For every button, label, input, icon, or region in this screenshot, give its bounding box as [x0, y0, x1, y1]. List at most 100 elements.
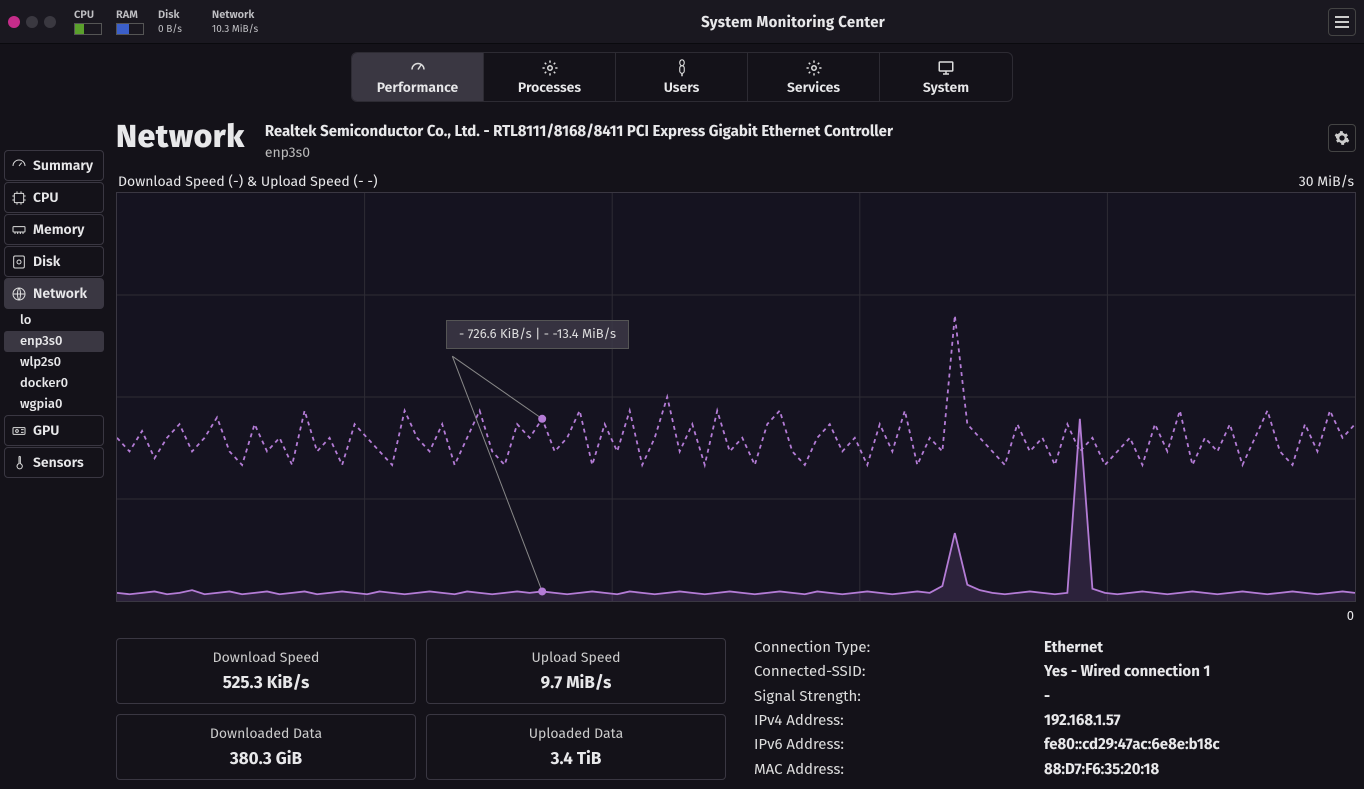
system-icon [937, 59, 955, 77]
meter-ram: RAM [116, 8, 144, 35]
info-key: IPv6 Address: [754, 735, 1044, 755]
meter-disk-value: 0 B/s [158, 23, 182, 35]
disk-icon [11, 254, 27, 270]
stat-value: 3.4 TiB [427, 748, 725, 769]
maximize-icon[interactable] [44, 16, 56, 28]
device-info: Realtek Semiconductor Co., Ltd. - RTL811… [265, 118, 1308, 161]
cpu-bar-icon [74, 23, 102, 35]
info-value: fe80::cd29:47ac:6e8e:b18c [1044, 735, 1356, 755]
page-header: Network Realtek Semiconductor Co., Ltd. … [116, 110, 1356, 173]
chart-series-label: Download Speed (-) & Upload Speed (- -) [118, 173, 378, 190]
stat-downloaded-data: Downloaded Data 380.3 GiB [116, 714, 416, 780]
speedometer-icon [11, 158, 27, 174]
info-value: 88:D7:F6:35:20:18 [1044, 760, 1356, 780]
info-value: Ethernet [1044, 638, 1356, 658]
window-title: System Monitoring Center [258, 13, 1328, 31]
sidebar-item-network[interactable]: Network [4, 278, 104, 309]
page-title: Network [116, 118, 245, 156]
sidebar-item-label: CPU [33, 189, 58, 206]
chart-container: - 726.6 KiB/s | - -13.4 MiB/s [116, 192, 1356, 607]
chart-ymax-label: 30 MiB/s [1299, 173, 1354, 190]
meter-network: Network 10.3 MiB/s [212, 8, 258, 35]
meter-network-value: 10.3 MiB/s [212, 23, 258, 35]
sidebar-subitem-docker0[interactable]: docker0 [4, 373, 104, 394]
device-interface: enp3s0 [265, 144, 1308, 161]
chart-ymin-label: 0 [116, 607, 1356, 624]
services-icon [805, 59, 823, 77]
sidebar-subitem-wlp2s0[interactable]: wlp2s0 [4, 352, 104, 373]
minimize-icon[interactable] [26, 16, 38, 28]
info-key: Signal Strength: [754, 687, 1044, 707]
sidebar-item-label: Network [33, 285, 87, 302]
tab-performance[interactable]: Performance [352, 53, 484, 101]
thermometer-icon [11, 455, 27, 471]
sidebar-item-label: Memory [33, 221, 84, 238]
network-chart [116, 192, 1356, 602]
connection-info: Connection Type:EthernetConnected-SSID:Y… [742, 638, 1356, 780]
stat-value: 9.7 MiB/s [427, 672, 725, 693]
processes-icon [541, 59, 559, 77]
sidebar-item-label: Summary [33, 157, 93, 174]
sidebar-subitem-enp3s0[interactable]: enp3s0 [4, 331, 104, 352]
stat-upload-speed: Upload Speed 9.7 MiB/s [426, 638, 726, 704]
chip-icon [11, 190, 27, 206]
main-tabs: Performance Processes Users Services System [0, 44, 1364, 110]
sidebar-item-summary[interactable]: Summary [4, 150, 104, 181]
info-value: 192.168.1.57 [1044, 711, 1356, 731]
meter-cpu-label: CPU [74, 8, 102, 21]
info-value: - [1044, 687, 1356, 707]
ram-icon [11, 222, 27, 238]
sidebar-subitem-wgpia0[interactable]: wgpia0 [4, 394, 104, 415]
chart-label-row: Download Speed (-) & Upload Speed (- -) … [116, 173, 1356, 192]
sidebar-item-label: Disk [33, 253, 60, 270]
stat-label: Downloaded Data [117, 725, 415, 742]
settings-button[interactable] [1328, 124, 1356, 152]
tab-services[interactable]: Services [748, 53, 880, 101]
stat-download-speed: Download Speed 525.3 KiB/s [116, 638, 416, 704]
stat-uploaded-data: Uploaded Data 3.4 TiB [426, 714, 726, 780]
sidebar: Summary CPU Memory Disk Network loenp3s0wlp2s… [0, 150, 108, 789]
stat-label: Upload Speed [427, 649, 725, 666]
tab-label: Processes [518, 79, 581, 96]
sidebar-item-gpu[interactable]: GPU [4, 415, 104, 446]
window-controls [8, 16, 56, 28]
stat-label: Uploaded Data [427, 725, 725, 742]
sidebar-item-cpu[interactable]: CPU [4, 182, 104, 213]
hamburger-menu-button[interactable] [1328, 8, 1356, 36]
main-content: Network Realtek Semiconductor Co., Ltd. … [108, 110, 1364, 789]
info-key: Connection Type: [754, 638, 1044, 658]
performance-icon [409, 59, 427, 77]
stat-label: Download Speed [117, 649, 415, 666]
stat-value: 380.3 GiB [117, 748, 415, 769]
globe-icon [11, 286, 27, 302]
tab-users[interactable]: Users [616, 53, 748, 101]
top-meters: CPU RAM Disk 0 B/s Network 10.3 MiB/s [74, 8, 258, 35]
users-icon [673, 59, 691, 77]
meter-cpu: CPU [74, 8, 102, 35]
tab-label: Users [664, 79, 700, 96]
sidebar-item-disk[interactable]: Disk [4, 246, 104, 277]
titlebar: CPU RAM Disk 0 B/s Network 10.3 MiB/s Sy… [0, 0, 1364, 44]
tab-label: System [923, 79, 969, 96]
info-key: IPv4 Address: [754, 711, 1044, 731]
info-key: MAC Address: [754, 760, 1044, 780]
info-key: Connected-SSID: [754, 662, 1044, 682]
sidebar-item-label: GPU [33, 422, 59, 439]
gpu-icon [11, 423, 27, 439]
tab-label: Services [787, 79, 840, 96]
stats-row: Download Speed 525.3 KiB/s Upload Speed … [116, 624, 1356, 780]
sidebar-item-memory[interactable]: Memory [4, 214, 104, 245]
stat-grid: Download Speed 525.3 KiB/s Upload Speed … [116, 638, 726, 780]
meter-disk: Disk 0 B/s [158, 8, 182, 35]
meter-ram-label: RAM [116, 8, 144, 21]
tab-system[interactable]: System [880, 53, 1012, 101]
sidebar-item-sensors[interactable]: Sensors [4, 447, 104, 478]
close-icon[interactable] [8, 16, 20, 28]
sidebar-subitem-lo[interactable]: lo [4, 310, 104, 331]
stat-value: 525.3 KiB/s [117, 672, 415, 693]
meter-network-label: Network [212, 8, 258, 21]
tab-processes[interactable]: Processes [484, 53, 616, 101]
gear-icon [1334, 130, 1350, 146]
ram-bar-icon [116, 23, 144, 35]
info-value: Yes - Wired connection 1 [1044, 662, 1356, 682]
